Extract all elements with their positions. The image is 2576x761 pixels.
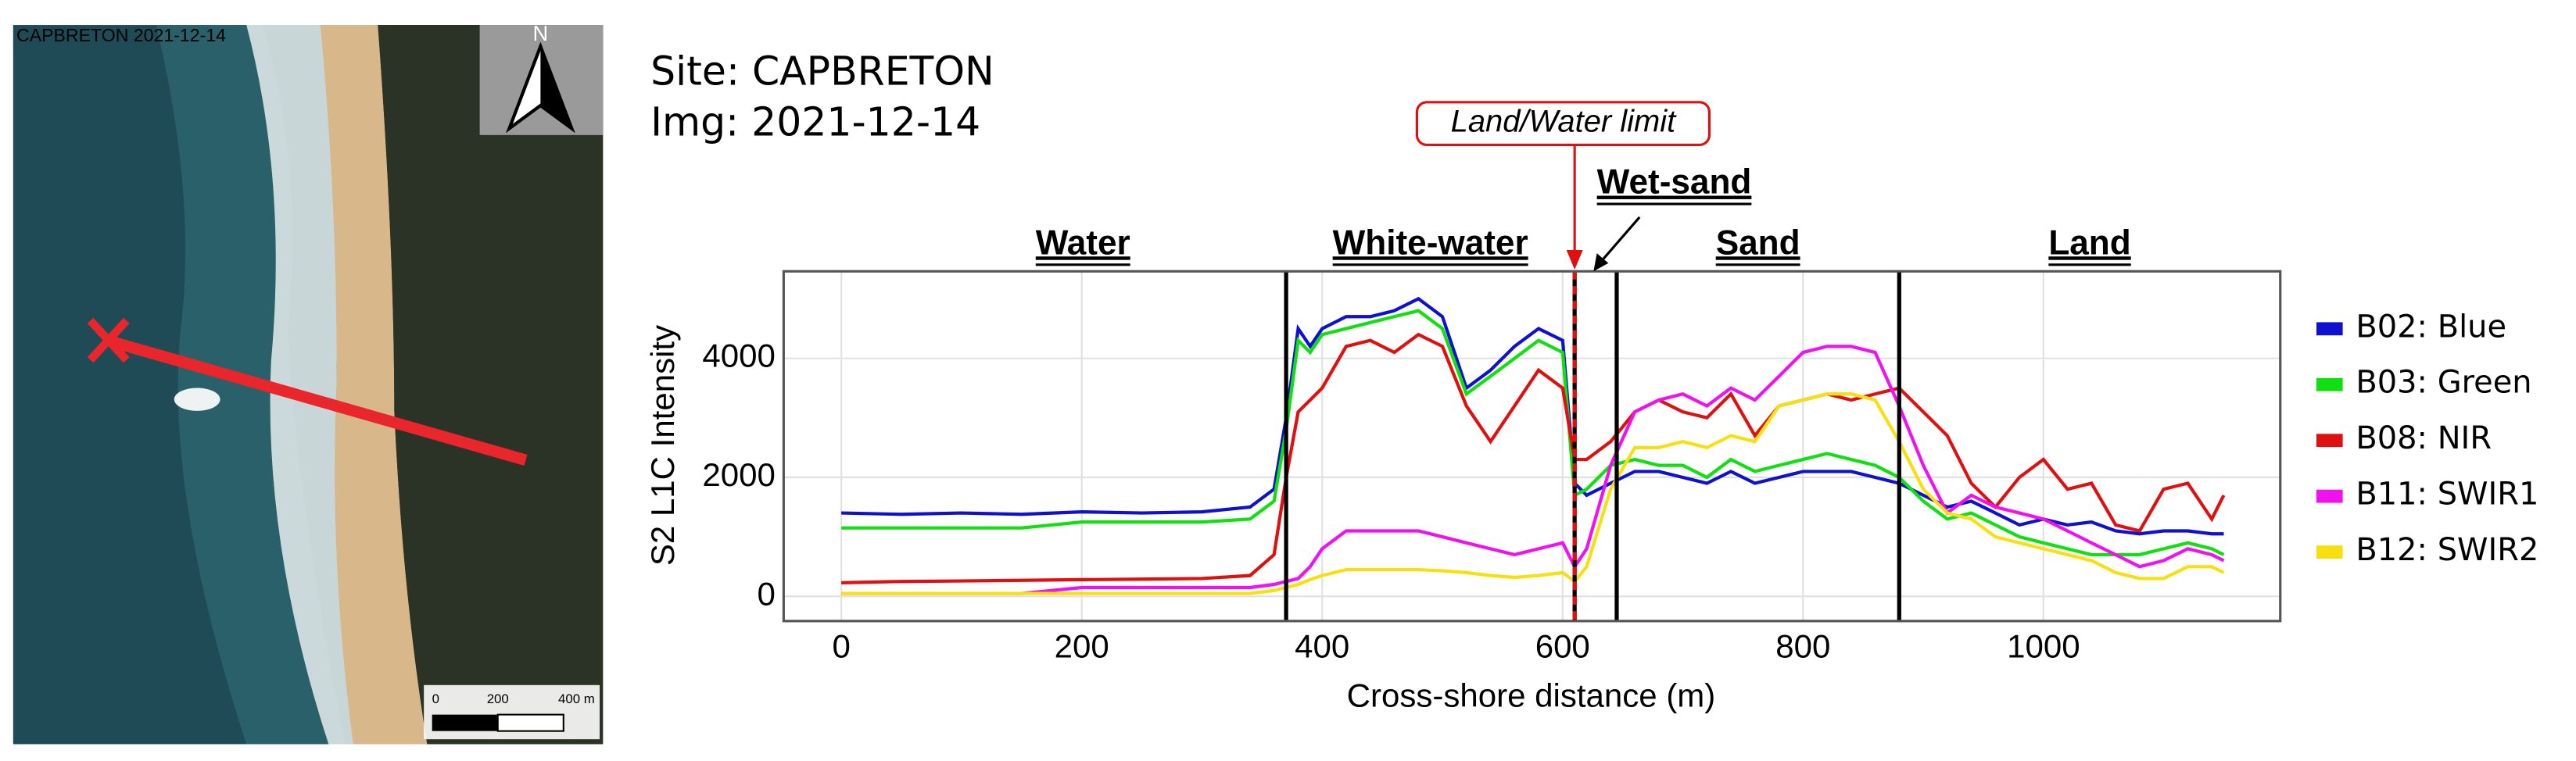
series-line: [841, 345, 2225, 595]
limit-label: Land/Water limit: [1451, 105, 1677, 139]
plot-area: [783, 271, 2280, 621]
plot-frame: [782, 270, 2282, 623]
series-line: [841, 392, 2225, 595]
x-tick-label: 1000: [2007, 628, 2080, 665]
limit-arrowhead: [1566, 249, 1583, 270]
scale-label: 0: [432, 691, 439, 706]
legend-label: B03: Green: [2356, 365, 2531, 401]
legend-swatch: [2316, 434, 2343, 448]
site-label: Site: CAPBRETON: [650, 48, 994, 95]
legend-swatch: [2316, 377, 2343, 391]
scale-label: 400 m: [558, 691, 595, 706]
legend-label: B08: NIR: [2356, 420, 2492, 456]
y-tick-label: 2000: [702, 456, 775, 493]
legend-label: B02: Blue: [2356, 309, 2506, 345]
zone-label: White-water: [1333, 223, 1528, 262]
x-axis-label: Cross-shore distance (m): [1347, 677, 1716, 714]
satellite-image: CAPBRETON 2021-12-14 N 0 200 400 m: [13, 21, 604, 745]
img-label: Img: 2021-12-14: [650, 99, 980, 145]
series-line: [841, 332, 2226, 584]
wet-sand-arrow: [1596, 216, 1641, 267]
limit-label-box: [1415, 101, 1711, 147]
x-tick-label: 200: [1055, 628, 1109, 665]
map-caption: CAPBRETON 2021-12-14: [16, 25, 226, 45]
x-tick-label: 600: [1535, 628, 1590, 665]
wet-sand-arrowhead: [1593, 253, 1609, 272]
y-axis-label: S2 L1C Intensity: [644, 325, 681, 566]
legend-swatch: [2316, 322, 2343, 336]
legend-swatch: [2316, 489, 2343, 503]
legend-label: B11: SWIR1: [2356, 477, 2538, 513]
scale-label: 200: [487, 691, 509, 706]
x-tick-label: 800: [1775, 628, 1830, 665]
legend-label: B12: SWIR2: [2356, 532, 2538, 568]
y-tick-label: 4000: [702, 338, 775, 374]
zone-label: Land: [2048, 223, 2130, 262]
north-label: N: [533, 21, 549, 45]
series-line: [841, 309, 2225, 557]
zone-label: Water: [1036, 223, 1130, 262]
zone-label: Wet-sand: [1597, 163, 1752, 202]
y-tick-label: 0: [757, 575, 775, 612]
x-tick-label: 400: [1295, 628, 1349, 665]
legend-swatch: [2316, 545, 2343, 559]
zone-label: Sand: [1716, 223, 1800, 262]
series-line: [841, 296, 2224, 536]
x-tick-label: 0: [832, 628, 850, 665]
